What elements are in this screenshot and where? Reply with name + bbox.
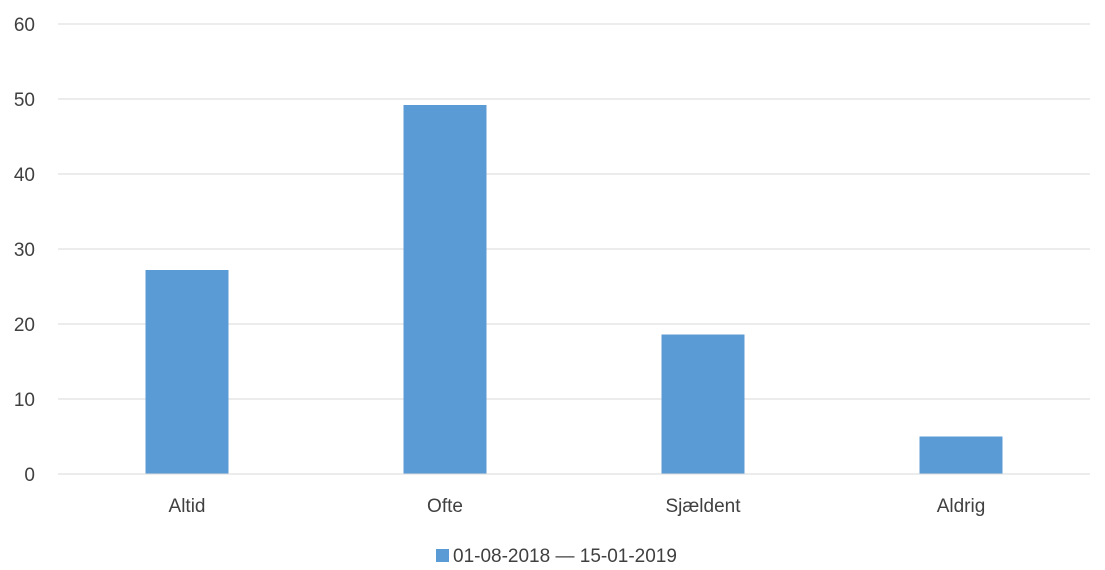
y-axis-tick-labels: 0 10 20 30 40 50 60 xyxy=(14,15,35,486)
x-category-label: Sjældent xyxy=(666,496,742,517)
y-tick-label-10: 10 xyxy=(14,390,35,411)
bar-aldrig xyxy=(919,436,1003,474)
legend-swatch xyxy=(436,549,449,562)
x-category-label: Aldrig xyxy=(937,496,986,517)
bar-altid xyxy=(145,270,229,474)
legend: 01-08-2018 — 15-01-2019 xyxy=(436,546,677,567)
legend-label: 01-08-2018 — 15-01-2019 xyxy=(453,546,677,567)
x-category-label: Ofte xyxy=(427,496,463,517)
gridlines xyxy=(58,23,1090,400)
y-tick-label-30: 30 xyxy=(14,240,35,261)
y-tick-label-40: 40 xyxy=(14,165,35,186)
x-category-label: Altid xyxy=(169,496,206,517)
y-tick-label-50: 50 xyxy=(14,90,35,111)
bar-sjældent xyxy=(661,334,745,474)
x-axis-category-labels: Altid Ofte Sjældent Aldrig xyxy=(169,496,986,517)
bars xyxy=(145,105,1003,474)
y-tick-label-20: 20 xyxy=(14,315,35,336)
y-tick-label-60: 60 xyxy=(14,15,35,36)
y-tick-label-0: 0 xyxy=(24,465,35,486)
bar-ofte xyxy=(403,105,487,474)
